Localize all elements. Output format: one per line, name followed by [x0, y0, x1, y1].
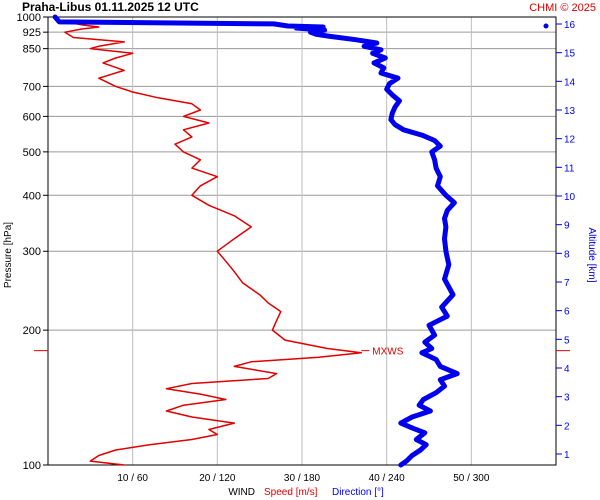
altitude-tick-label: 5 [564, 335, 570, 346]
pressure-tick-label: 925 [23, 27, 41, 39]
pressure-tick-label: 300 [23, 246, 41, 258]
pressure-tick-label: 400 [23, 190, 41, 202]
altitude-tick-label: 16 [564, 20, 576, 31]
wind-tick-label: 20 / 120 [199, 473, 236, 484]
y-axis-label-pressure: Pressure [hPa] [3, 222, 14, 288]
altitude-tick-label: 11 [564, 163, 575, 174]
altitude-tick-label: 7 [564, 278, 570, 289]
plot-frame [47, 16, 557, 466]
max-wind-label: MXWS [372, 347, 403, 358]
pressure-tick-label: 700 [23, 81, 41, 93]
pressure-tick-label: 1000 [17, 12, 41, 24]
legend-speed-label: Speed [m/s] [264, 487, 318, 498]
copyright-label: CHMI © 2025 [529, 2, 596, 14]
pressure-tick-label: 600 [23, 111, 41, 123]
altitude-tick-label: 4 [564, 364, 570, 375]
chart-title: Praha-Libus 01.11.2025 12 UTC [22, 0, 199, 14]
direction-surface-marker [543, 23, 549, 29]
y-axis-label-altitude: Altitude [km] [586, 227, 597, 282]
pressure-tick-label: 100 [23, 460, 41, 472]
series-layer: MXWS [52, 14, 549, 468]
legend-direction-label: Direction [°] [332, 487, 384, 498]
pressure-tick-label: 850 [23, 44, 41, 56]
pressure-tick-label: 500 [23, 147, 41, 159]
altitude-tick-label: 15 [564, 49, 576, 60]
speed-series-line [55, 16, 363, 466]
altitude-tick-label: 1 [564, 450, 570, 461]
altitude-tick-label: 6 [564, 307, 570, 318]
altitude-tick-label: 9 [564, 221, 570, 232]
altitude-tick-label: 2 [564, 421, 570, 432]
altitude-tick-label: 13 [564, 106, 576, 117]
altitude-tick-label: 14 [564, 77, 576, 88]
altitude-tick-label: 8 [564, 249, 570, 260]
x-axis-caption: WIND Speed [m/s] Direction [°] [228, 487, 384, 498]
x-axis-label-wind: WIND [228, 487, 255, 498]
altitude-tick-label: 10 [564, 192, 576, 203]
pressure-tick-label: 200 [23, 325, 41, 337]
altitude-tick-label: 3 [564, 393, 570, 404]
wind-tick-label: 10 / 60 [117, 473, 148, 484]
altitude-tick-label: 12 [564, 135, 576, 146]
wind-tick-label: 50 / 300 [453, 473, 490, 484]
wind-tick-label: 40 / 240 [369, 473, 406, 484]
direction-series-line [52, 14, 460, 468]
wind-tick-label: 30 / 180 [284, 473, 321, 484]
